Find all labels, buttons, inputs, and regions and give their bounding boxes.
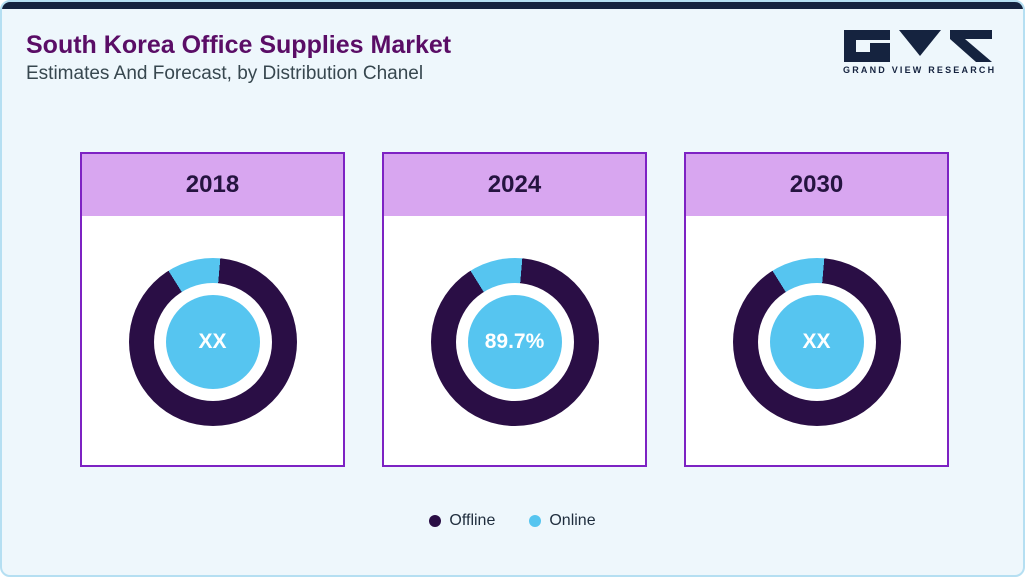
year-label: 2024 bbox=[487, 171, 542, 198]
donut-hole: XX bbox=[757, 282, 876, 401]
page-subtitle: Estimates And Forecast, by Distribution … bbox=[26, 63, 424, 84]
donut-center-label-2024: 89.7% bbox=[467, 294, 562, 389]
legend-item-offline: Offline bbox=[429, 512, 495, 530]
legend-label-online: Online bbox=[549, 512, 596, 529]
year-label: 2018 bbox=[185, 171, 240, 198]
donut-center-label-2018: XX bbox=[165, 294, 260, 389]
donut-hole: XX bbox=[153, 282, 272, 401]
online-legend-dot-icon bbox=[529, 515, 542, 527]
donut-center-label-2030: XX bbox=[769, 294, 864, 389]
panel-year-header-2024: 2024 bbox=[384, 154, 645, 216]
logo-text: GRAND VIEW RESEARCH bbox=[843, 65, 997, 75]
legend-item-online: Online bbox=[529, 512, 596, 530]
offline-legend-dot-icon bbox=[429, 515, 442, 527]
panel-body-2030: XX bbox=[686, 216, 947, 467]
legend-label-offline: Offline bbox=[449, 512, 496, 529]
donut-chart-2018: XX bbox=[128, 257, 297, 426]
top-accent-bar bbox=[2, 2, 1023, 9]
panel-year-header-2018: 2018 bbox=[82, 154, 343, 216]
gvr-logo-icon bbox=[844, 30, 992, 62]
donut-hole: 89.7% bbox=[455, 282, 574, 401]
year-label: 2030 bbox=[789, 171, 844, 198]
panel-body-2018: XX bbox=[82, 216, 343, 467]
panel-year-header-2030: 2030 bbox=[686, 154, 947, 216]
donut-chart-2030: XX bbox=[732, 257, 901, 426]
grand-view-research-logo: GRAND VIEW RESEARCH bbox=[843, 28, 995, 75]
legend: Offline Online bbox=[2, 512, 1023, 530]
panel-2018: 2018 XX bbox=[80, 152, 345, 467]
panel-2030: 2030 XX bbox=[684, 152, 949, 467]
donut-chart-2024: 89.7% bbox=[430, 257, 599, 426]
page-title: South Korea Office Supplies Market bbox=[26, 31, 452, 59]
panel-2024: 2024 89.7% bbox=[382, 152, 647, 467]
panel-body-2024: 89.7% bbox=[384, 216, 645, 467]
